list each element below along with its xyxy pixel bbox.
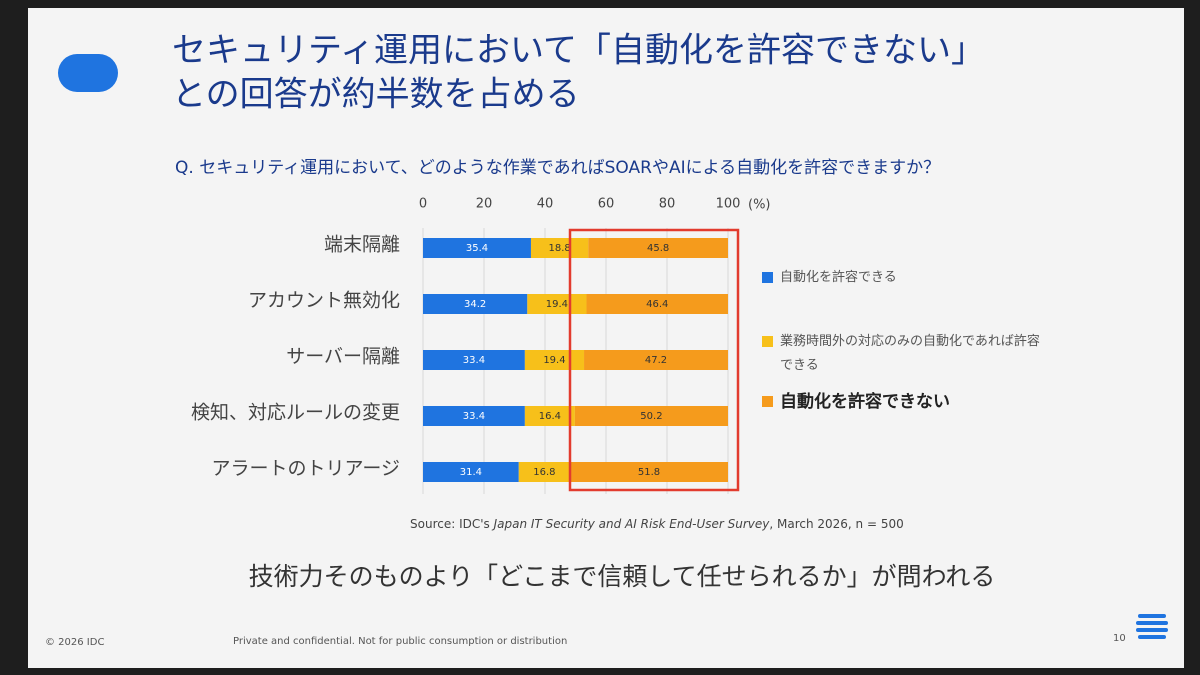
title-accent (58, 54, 118, 92)
legend-label: 業務時間外の対応のみの自動化であれば許容できる (780, 334, 1040, 373)
bar-segment (423, 462, 519, 482)
source-prefix: Source: IDC's (410, 517, 494, 531)
bar-segment (423, 406, 525, 426)
notice: Private and confidential. Not for public… (233, 636, 567, 647)
x-tick-label: 100 (716, 197, 741, 212)
legend-entry: 業務時間外の対応のみの自動化であれば許容できる (762, 330, 1040, 378)
bar-segment (530, 238, 589, 258)
data-label: 31.4 (460, 467, 482, 478)
legend-label: 自動化を許容できる (780, 270, 897, 285)
bar-segment (588, 238, 728, 258)
data-label: 35.4 (466, 243, 488, 254)
bar-segment (574, 406, 728, 426)
source-suffix: , March 2026, n = 500 (769, 517, 903, 531)
title-line: セキュリティ運用において「自動化を許容できない」 (172, 31, 985, 71)
message: 技術力そのものより「どこまで信頼して任せられるか」が問われる (249, 562, 996, 591)
x-tick-label: 80 (659, 197, 676, 212)
legend-swatch (762, 272, 773, 283)
x-axis-label: (%) (748, 198, 771, 213)
data-label: 46.4 (646, 299, 668, 310)
data-label: 33.4 (463, 411, 485, 422)
y-tick-label: アラートのトリアージ (212, 458, 400, 480)
source-survey: Japan IT Security and AI Risk End-User S… (492, 517, 771, 531)
x-tick-label: 60 (598, 197, 615, 212)
data-label: 45.8 (647, 243, 669, 254)
legend-entry: 自動化を許容できる (762, 266, 1040, 290)
legend-swatch (762, 396, 773, 407)
data-label: 16.8 (533, 467, 555, 478)
y-tick-label: サーバー隔離 (286, 346, 400, 368)
bar-segment (584, 350, 728, 370)
data-label: 19.4 (543, 355, 565, 366)
legend-label: 自動化を許容できない (780, 392, 950, 412)
bar-segment (524, 406, 575, 426)
y-tick-label: 検知、対応ルールの変更 (191, 402, 400, 424)
y-tick-label: 端末隔離 (324, 234, 400, 256)
x-tick-label: 20 (476, 197, 493, 212)
y-tick-label: アカウント無効化 (248, 290, 400, 312)
data-label: 33.4 (463, 355, 485, 366)
legend-swatch (762, 336, 773, 347)
legend-entry: 自動化を許容できない (762, 390, 1040, 414)
title-line: との回答が約半数を占める (172, 75, 580, 115)
data-label: 34.2 (464, 299, 486, 310)
data-label: 47.2 (645, 355, 667, 366)
data-label: 16.4 (539, 411, 561, 422)
bar-segment (423, 294, 528, 314)
data-label: 51.8 (638, 467, 660, 478)
bar-segment (527, 294, 587, 314)
question: Q. セキュリティ運用において、どのような作業であればSOARやAIによる自動化… (175, 158, 940, 178)
x-tick-label: 0 (419, 197, 427, 212)
data-label: 19.4 (546, 299, 568, 310)
highlight-box (568, 228, 740, 492)
copyright: © 2026 IDC (45, 637, 104, 648)
page-number: 10 (1113, 633, 1126, 644)
logo (1136, 614, 1168, 639)
bar-segment (423, 350, 525, 370)
bar-segment (518, 462, 571, 482)
bar-segment (586, 294, 728, 314)
data-label: 50.2 (640, 411, 662, 422)
bar-segment (423, 238, 531, 258)
source: Source: IDC's Japan IT Security and AI R… (410, 517, 904, 531)
x-tick-label: 40 (537, 197, 554, 212)
bar-segment (570, 462, 728, 482)
data-label: 18.8 (549, 243, 571, 254)
